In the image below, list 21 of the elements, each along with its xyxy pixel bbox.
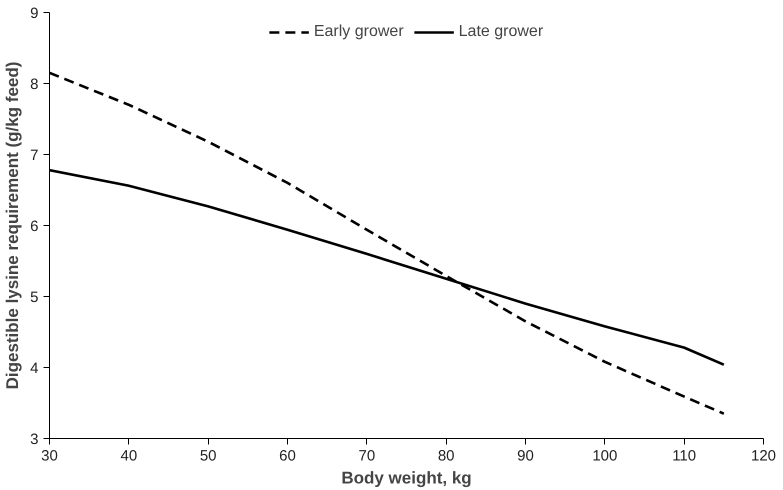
x-tick-label: 70 [358, 448, 376, 464]
x-tick-label: 100 [592, 448, 618, 464]
y-tick-label: 9 [30, 5, 38, 22]
y-tick-label: 7 [30, 147, 38, 164]
x-tick-label: 110 [672, 448, 696, 464]
y-tick-label: 6 [30, 218, 38, 235]
y-axis-title: Digestible lysine requirement (g/kg feed) [3, 62, 22, 390]
x-tick-label: 50 [200, 448, 217, 464]
x-axis-title: Body weight, kg [341, 468, 472, 488]
x-tick-label: 30 [41, 448, 58, 464]
x-tick-label: 90 [517, 448, 534, 464]
y-tick-label: 5 [30, 289, 38, 306]
y-tick-label: 8 [30, 76, 38, 93]
y-tick-label: 4 [30, 360, 38, 377]
x-tick-label: 80 [438, 448, 455, 464]
legend-label: Late grower [458, 23, 544, 41]
x-tick-label: 60 [279, 448, 296, 464]
legend-label: Early grower [314, 23, 404, 41]
x-tick-label: 120 [750, 448, 776, 464]
x-tick-label: 40 [120, 448, 138, 464]
y-tick-label: 3 [30, 431, 38, 448]
